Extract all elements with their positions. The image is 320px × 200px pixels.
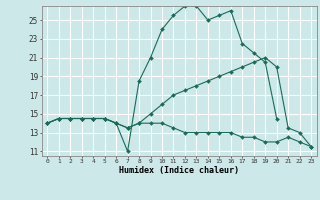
X-axis label: Humidex (Indice chaleur): Humidex (Indice chaleur) <box>119 166 239 175</box>
